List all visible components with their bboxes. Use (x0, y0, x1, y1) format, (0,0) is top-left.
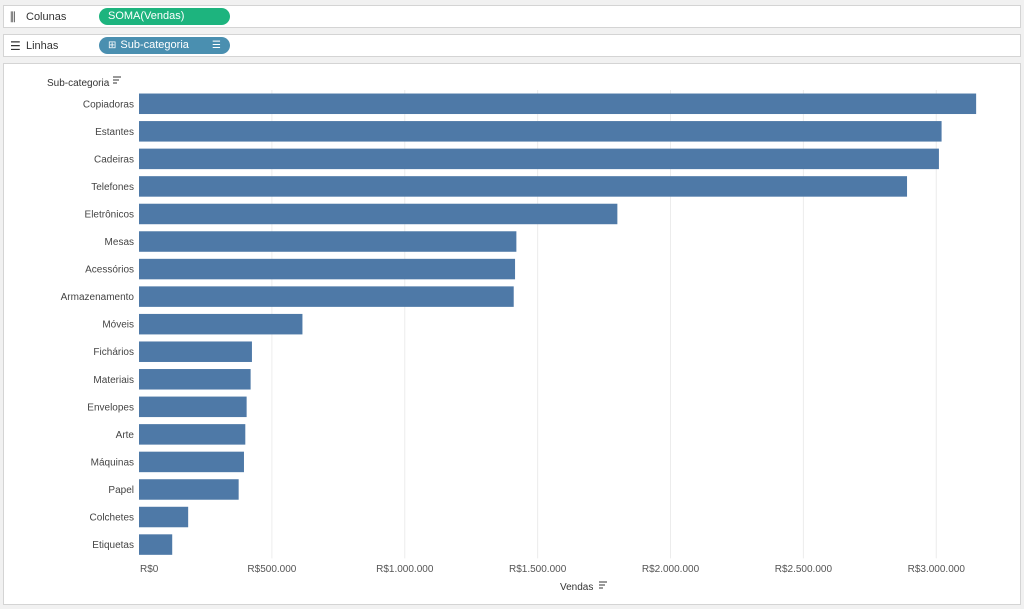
category-label[interactable]: Fichários (93, 347, 134, 358)
expand-icon[interactable]: ⊞ (108, 40, 117, 51)
rows-icon: ☰ (10, 39, 21, 53)
category-label[interactable]: Arte (116, 430, 135, 441)
category-label[interactable]: Etiquetas (92, 540, 134, 551)
rows-shelf[interactable]: ☰ Linhas ⊞ Sub-categoria ☰ (3, 34, 1021, 57)
bar[interactable] (139, 148, 939, 170)
category-labels: Copiadoras Estantes Cadeiras Telefones Eletr… (61, 99, 135, 551)
category-label[interactable]: Eletrônicos (85, 209, 134, 220)
x-tick-label: R$0 (140, 564, 159, 575)
x-axis-ticks: R$0 R$500.000 R$1.000.000 R$1.500.000 R$2.00… (140, 564, 965, 575)
sum-sales-pill-label: SOMA(Vendas) (108, 10, 185, 22)
row-header-sort-icon[interactable] (113, 76, 121, 84)
category-label[interactable]: Papel (108, 485, 134, 496)
category-label[interactable]: Máquinas (91, 457, 134, 468)
category-label[interactable]: Mesas (105, 237, 134, 248)
bar[interactable] (139, 93, 977, 115)
x-tick-label: R$500.000 (247, 564, 296, 575)
columns-shelf-label: Colunas (26, 11, 67, 23)
category-label[interactable]: Armazenamento (61, 292, 135, 303)
subcategory-pill[interactable]: ⊞ Sub-categoria ☰ (99, 37, 230, 54)
sum-sales-pill[interactable]: SOMA(Vendas) (99, 8, 230, 25)
category-label[interactable]: Materiais (93, 375, 134, 386)
x-axis-title[interactable]: Vendas (560, 582, 593, 593)
x-axis-sort-icon[interactable] (599, 581, 607, 589)
bar[interactable] (139, 534, 173, 555)
category-label[interactable]: Acessórios (85, 265, 134, 276)
category-label[interactable]: Telefones (91, 182, 134, 193)
bar[interactable] (139, 396, 247, 418)
category-label[interactable]: Cadeiras (94, 154, 134, 165)
x-tick-label: R$2.000.000 (642, 564, 700, 575)
bar[interactable] (139, 176, 908, 197)
x-tick-label: R$1.500.000 (509, 564, 567, 575)
x-tick-label: R$3.000.000 (908, 564, 966, 575)
bar[interactable] (139, 313, 303, 335)
bar-chart: Sub-categoria Copiadoras Estantes Cadeiras… (47, 76, 977, 593)
subcategory-pill-label: Sub-categoria (120, 39, 189, 51)
bar[interactable] (139, 286, 514, 307)
bar[interactable] (139, 424, 246, 445)
columns-shelf[interactable]: ⫼ Colunas SOMA(Vendas) (3, 5, 1021, 28)
rows-shelf-label: Linhas (26, 40, 59, 52)
bar[interactable] (139, 369, 251, 390)
bar[interactable] (139, 121, 942, 142)
x-tick-label: R$1.000.000 (376, 564, 434, 575)
category-label[interactable]: Envelopes (87, 402, 134, 413)
columns-icon: ⫼ (10, 10, 16, 24)
bar[interactable] (139, 479, 239, 500)
bar[interactable] (139, 231, 517, 252)
chart-canvas: Sub-categoria Copiadoras Estantes Cadeiras… (3, 63, 1021, 605)
category-label[interactable]: Copiadoras (83, 99, 134, 110)
bar[interactable] (139, 341, 252, 362)
bar[interactable] (139, 451, 244, 473)
bars (139, 93, 977, 555)
sort-descending-icon[interactable]: ☰ (212, 40, 221, 51)
category-label[interactable]: Estantes (95, 127, 134, 138)
bar[interactable] (139, 258, 516, 280)
bar[interactable] (139, 203, 618, 225)
row-header[interactable]: Sub-categoria (47, 78, 110, 89)
x-tick-label: R$2.500.000 (775, 564, 833, 575)
bar[interactable] (139, 506, 189, 528)
category-label[interactable]: Colchetes (90, 513, 134, 524)
category-label[interactable]: Móveis (102, 320, 134, 331)
